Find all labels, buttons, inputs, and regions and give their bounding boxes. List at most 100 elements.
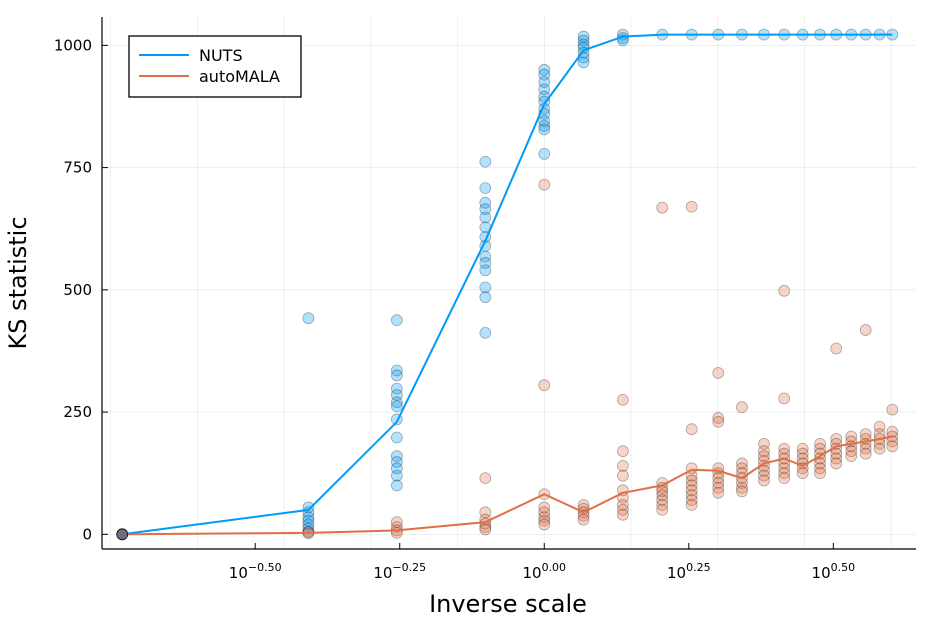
data-point-automala <box>616 499 629 511</box>
data-point-automala <box>685 489 698 502</box>
data-point-automala <box>616 393 629 406</box>
data-point-automala <box>538 178 551 191</box>
data-point-nuts <box>577 34 590 47</box>
data-point-automala <box>845 450 858 462</box>
data-point-automala <box>656 201 669 214</box>
data-point-automala <box>859 428 872 440</box>
data-point-automala <box>814 462 826 475</box>
legend: NUTS autoMALA <box>128 35 302 98</box>
x-tick-label: 10−0.50 <box>229 561 282 582</box>
data-point-automala <box>758 464 770 477</box>
y-tick-label: 750 <box>63 159 92 177</box>
data-point-automala <box>656 489 669 502</box>
data-point-automala <box>736 485 748 498</box>
plot-area <box>116 28 899 541</box>
data-point-automala <box>778 392 791 405</box>
data-point-nuts <box>577 56 590 69</box>
x-tick-label: 100.00 <box>522 561 566 582</box>
x-axis-title: Inverse scale <box>429 590 587 618</box>
data-point-nuts <box>302 522 315 535</box>
data-point-automala <box>685 479 698 492</box>
data-point-automala <box>845 430 858 443</box>
data-point-automala <box>814 467 826 480</box>
data-point-nuts <box>390 389 403 401</box>
data-point-automala <box>814 457 826 470</box>
data-point-nuts <box>302 518 315 531</box>
data-point-automala <box>830 447 843 460</box>
data-point-automala <box>778 284 791 297</box>
data-point-automala <box>814 437 826 450</box>
data-point-automala <box>873 442 886 455</box>
data-point-automala <box>616 508 629 521</box>
data-point-nuts <box>538 63 551 76</box>
data-point-automala <box>685 474 698 487</box>
data-point-automala <box>758 474 770 487</box>
data-point-nuts <box>479 250 492 263</box>
axes <box>101 17 916 550</box>
data-point-automala <box>479 506 492 519</box>
y-axis-title: KS statistic <box>4 216 32 349</box>
data-point-nuts <box>479 291 492 304</box>
data-point-nuts <box>390 462 403 475</box>
data-point-automala <box>538 514 551 527</box>
data-point-automala <box>873 420 886 433</box>
data-point-automala <box>538 379 551 392</box>
data-point-automala <box>712 367 725 379</box>
data-point-automala <box>685 494 698 507</box>
data-point-nuts <box>479 155 492 168</box>
y-tick-label: 1000 <box>54 36 92 54</box>
data-point-automala <box>886 435 899 448</box>
data-point-automala <box>479 472 492 484</box>
data-point-automala <box>845 445 858 458</box>
data-point-nuts <box>538 148 551 160</box>
series-automala <box>122 178 899 540</box>
data-point-nuts <box>390 456 403 468</box>
data-point-automala <box>736 457 748 470</box>
data-point-nuts <box>390 431 403 444</box>
data-point-nuts <box>390 396 403 409</box>
data-point-automala <box>830 433 843 445</box>
data-point-nuts <box>538 120 551 132</box>
data-point-automala <box>616 469 629 482</box>
data-point-automala <box>390 516 403 529</box>
data-point-nuts <box>390 479 403 492</box>
data-point-nuts <box>390 400 403 413</box>
data-point-automala <box>616 503 629 516</box>
data-point-automala <box>778 442 791 455</box>
data-point-automala <box>830 342 843 355</box>
data-point-automala <box>859 447 872 460</box>
data-point-nuts <box>302 511 315 524</box>
y-tick-label: 250 <box>63 403 92 421</box>
data-point-automala <box>796 442 809 455</box>
data-point-automala <box>538 506 551 519</box>
data-point-nuts <box>479 182 492 195</box>
data-point-nuts <box>577 30 590 43</box>
data-point-nuts <box>479 203 492 216</box>
data-point-automala <box>616 445 629 458</box>
data-point-nuts <box>390 382 403 395</box>
data-point-automala <box>778 472 791 484</box>
data-point-nuts <box>479 326 492 339</box>
data-point-automala <box>390 526 403 539</box>
data-point-automala <box>796 452 809 465</box>
legend-label-automala: autoMALA <box>199 67 280 86</box>
data-point-automala <box>656 499 669 511</box>
data-point-automala <box>656 503 669 516</box>
data-point-automala <box>778 467 791 480</box>
data-point-automala <box>758 450 770 462</box>
legend-label-nuts: NUTS <box>199 46 243 65</box>
data-point-automala <box>712 412 725 424</box>
data-point-automala <box>712 486 725 499</box>
data-point-nuts <box>538 83 551 96</box>
data-point-automala <box>886 403 899 416</box>
data-point-nuts <box>479 257 492 269</box>
data-point-nuts <box>479 281 492 294</box>
data-point-nuts <box>390 314 403 327</box>
data-point-automala <box>736 401 748 414</box>
grid-lines <box>102 17 916 549</box>
data-point-nuts <box>538 123 551 136</box>
data-point-automala <box>538 501 551 514</box>
data-point-automala <box>814 442 826 455</box>
data-point-automala <box>712 481 725 494</box>
